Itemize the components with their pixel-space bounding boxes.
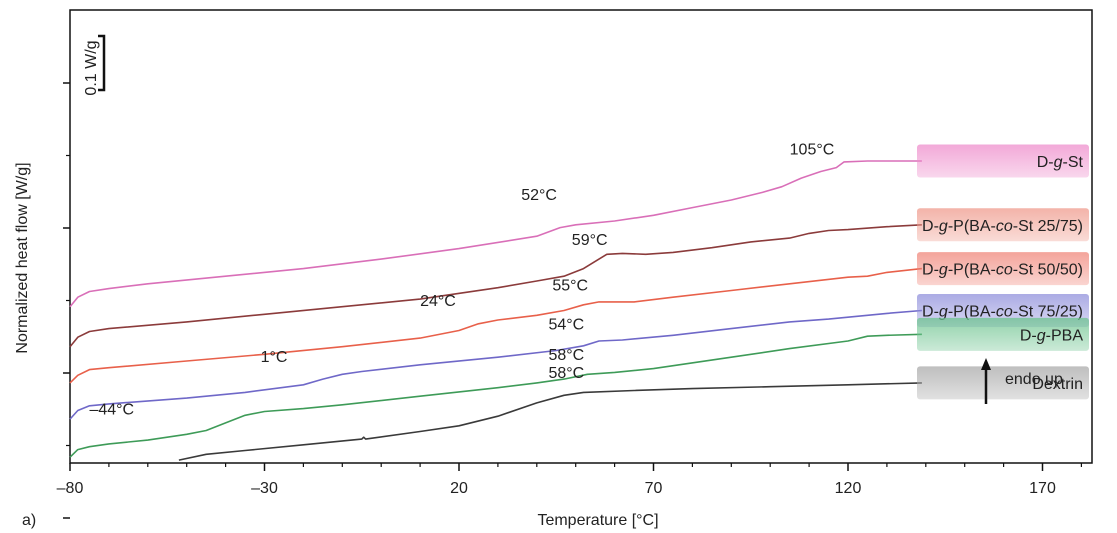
legend-swatch [917,366,1089,400]
x-axis-title: Temperature [°C] [537,512,658,529]
scale-bar: 0.1 W/g [83,34,106,96]
endo-arrow-head [981,358,991,370]
legend-label: D-g-P(BA-co-St 25/75) [922,218,1083,235]
annotation-layer: 52°C 105°C 59°C 24°C 55°C 1°C 54°C –44°C 58°C58°… [89,141,834,418]
tg-annotation: 52°C [521,187,557,204]
x-tick-label: 170 [1029,480,1056,497]
x-tick-label: –80 [57,480,84,497]
legend-label: D-g-P(BA-co-St 75/25) [922,304,1083,321]
tg-annotation: 54°C [548,317,584,334]
legend-label: Dextrin [1032,376,1083,393]
series-line [69,160,922,308]
legend-label: D-g-St [1037,154,1084,171]
legend-item: D-g-P(BA-co-St 25/75) [917,208,1089,242]
x-tick-label: 20 [450,480,468,497]
legend-item: Dextrin [917,366,1089,400]
legend-swatch [917,208,1089,242]
legend-item: D-g-PBA [917,317,1089,351]
series-line [69,309,922,420]
legend-label: D-g-P(BA-co-St 50/50) [922,262,1083,279]
y-axis-title: Normalized heat flow [W/g] [14,162,31,353]
tg-annotation: 58°C [548,347,584,364]
legend: D-g-St D-g-P(BA-co-St 25/75) D-g-P(BA-co-S… [917,144,1089,400]
tg-annotation: 59°C [572,232,608,249]
tg-annotation: 58°C [548,365,584,382]
endo-indicator: endo up [981,358,1063,404]
tg-annotation: 24°C [420,293,456,310]
legend-item: D-g-P(BA-co-St 50/50) [917,252,1089,286]
scale-bar-label: 0.1 W/g [83,40,100,95]
legend-swatch [917,317,1089,351]
legend-swatch [917,144,1089,178]
x-axis-ticks: –80 –30 20 70 120 170 [57,463,1083,497]
x-tick-label: 70 [645,480,663,497]
tg-annotation: –44°C [89,401,134,418]
plot-border [69,9,1093,464]
legend-label: D-g-PBA [1020,327,1083,344]
tg-annotation: 55°C [552,278,588,295]
panel-label: a) [22,512,36,529]
series-line [69,267,922,384]
series-line [178,382,922,461]
series-layer [69,160,922,461]
x-tick-label: 120 [835,480,862,497]
series-line [69,333,922,458]
x-tick-label: –30 [251,480,278,497]
endo-label: endo up [1005,371,1063,388]
scale-bar-bracket [98,34,106,92]
tg-annotation: 1°C [261,349,288,366]
plot-frame [69,9,1093,464]
legend-swatch [917,252,1089,286]
series-line [69,224,922,348]
legend-item: D-g-St [917,144,1089,178]
tg-annotation: 105°C [790,141,835,158]
y-axis-ticks [63,82,70,519]
